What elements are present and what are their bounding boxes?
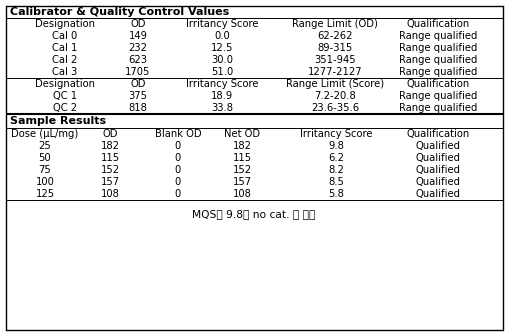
- Text: 115: 115: [233, 153, 251, 163]
- Text: 25: 25: [39, 141, 51, 151]
- Text: QC 1: QC 1: [53, 91, 77, 101]
- Text: Range Limit (Score): Range Limit (Score): [286, 79, 384, 89]
- Text: Net OD: Net OD: [224, 129, 260, 139]
- Text: Calibrator & Quality Control Values: Calibrator & Quality Control Values: [10, 7, 229, 17]
- Text: 182: 182: [233, 141, 251, 151]
- Text: OD: OD: [130, 79, 146, 89]
- Text: 108: 108: [233, 189, 251, 199]
- Text: 12.5: 12.5: [211, 43, 233, 53]
- Text: 0.0: 0.0: [214, 31, 230, 41]
- Text: 182: 182: [100, 141, 120, 151]
- Text: 6.2: 6.2: [328, 153, 344, 163]
- Text: 89-315: 89-315: [318, 43, 353, 53]
- Text: 0: 0: [175, 189, 181, 199]
- Text: 23.6-35.6: 23.6-35.6: [311, 103, 359, 113]
- Text: 157: 157: [233, 177, 251, 187]
- Text: Cal 2: Cal 2: [52, 55, 78, 65]
- Text: 50: 50: [39, 153, 51, 163]
- Text: 62-262: 62-262: [317, 31, 353, 41]
- Text: Sample Results: Sample Results: [10, 116, 106, 126]
- Text: Range qualified: Range qualified: [399, 91, 477, 101]
- Text: 152: 152: [233, 165, 251, 175]
- Text: 0: 0: [175, 153, 181, 163]
- Text: 75: 75: [39, 165, 51, 175]
- Text: 33.8: 33.8: [211, 103, 233, 113]
- Text: Qualified: Qualified: [415, 177, 461, 187]
- Text: 30.0: 30.0: [211, 55, 233, 65]
- Text: 0: 0: [175, 165, 181, 175]
- Text: 1277-2127: 1277-2127: [307, 67, 362, 77]
- Text: 375: 375: [128, 91, 148, 101]
- Text: Qualified: Qualified: [415, 189, 461, 199]
- Text: Designation: Designation: [35, 79, 95, 89]
- Text: 0: 0: [175, 177, 181, 187]
- Text: 623: 623: [128, 55, 148, 65]
- Text: 1705: 1705: [125, 67, 151, 77]
- Text: Irritancy Score: Irritancy Score: [300, 129, 372, 139]
- Text: 351-945: 351-945: [314, 55, 356, 65]
- Text: 149: 149: [128, 31, 148, 41]
- Text: 818: 818: [129, 103, 148, 113]
- Text: Qualification: Qualification: [406, 129, 470, 139]
- Text: 8.5: 8.5: [328, 177, 344, 187]
- Text: Range qualified: Range qualified: [399, 31, 477, 41]
- Text: Qualified: Qualified: [415, 165, 461, 175]
- Text: 125: 125: [36, 189, 54, 199]
- Text: 5.8: 5.8: [328, 189, 344, 199]
- Text: Designation: Designation: [35, 19, 95, 29]
- Text: Blank OD: Blank OD: [155, 129, 202, 139]
- Text: Irritancy Score: Irritancy Score: [186, 79, 258, 89]
- Text: OD: OD: [130, 19, 146, 29]
- Text: 152: 152: [100, 165, 120, 175]
- Text: 51.0: 51.0: [211, 67, 233, 77]
- Text: Qualification: Qualification: [406, 19, 470, 29]
- Text: Irritancy Score: Irritancy Score: [186, 19, 258, 29]
- Text: 108: 108: [101, 189, 120, 199]
- Text: Qualification: Qualification: [406, 79, 470, 89]
- Text: Cal 0: Cal 0: [52, 31, 78, 41]
- Text: Qualified: Qualified: [415, 153, 461, 163]
- Text: Range qualified: Range qualified: [399, 103, 477, 113]
- Text: 157: 157: [100, 177, 120, 187]
- Text: Range qualified: Range qualified: [399, 43, 477, 53]
- Text: 115: 115: [100, 153, 120, 163]
- Text: 8.2: 8.2: [328, 165, 344, 175]
- Text: Cal 1: Cal 1: [52, 43, 78, 53]
- Text: OD: OD: [102, 129, 118, 139]
- Text: Qualified: Qualified: [415, 141, 461, 151]
- Text: Cal 3: Cal 3: [52, 67, 78, 77]
- Text: 18.9: 18.9: [211, 91, 233, 101]
- Text: 0: 0: [175, 141, 181, 151]
- Text: 7.2-20.8: 7.2-20.8: [314, 91, 356, 101]
- Text: 100: 100: [36, 177, 54, 187]
- Text: MQS가 9.8로 no cat. 로 판정: MQS가 9.8로 no cat. 로 판정: [192, 209, 316, 219]
- Text: QC 2: QC 2: [53, 103, 77, 113]
- Text: Dose (μL/mg): Dose (μL/mg): [11, 129, 78, 139]
- Text: 9.8: 9.8: [328, 141, 344, 151]
- Text: Range qualified: Range qualified: [399, 55, 477, 65]
- Text: Range qualified: Range qualified: [399, 67, 477, 77]
- Text: 232: 232: [128, 43, 148, 53]
- Text: Range Limit (OD): Range Limit (OD): [292, 19, 378, 29]
